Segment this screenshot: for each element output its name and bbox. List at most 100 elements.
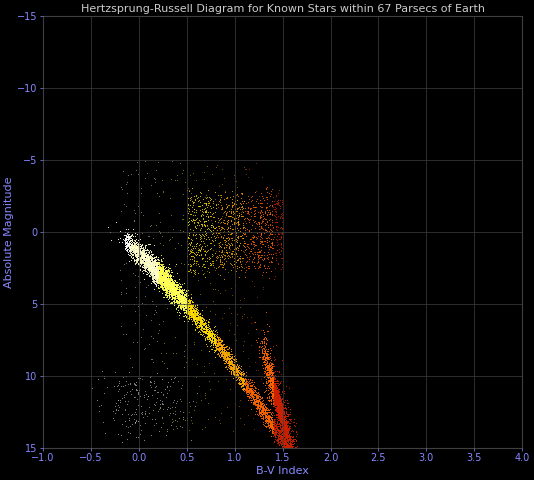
Point <box>144 261 153 269</box>
Point <box>284 441 293 448</box>
Point <box>273 405 281 412</box>
Point <box>187 242 196 250</box>
Point <box>143 252 151 259</box>
Point <box>268 422 276 430</box>
Point <box>131 244 140 252</box>
Point <box>152 274 161 281</box>
Point <box>235 364 244 372</box>
Point <box>134 256 143 264</box>
Point <box>264 322 273 330</box>
Point <box>183 298 191 306</box>
Point <box>247 233 256 241</box>
Point <box>262 362 271 370</box>
Point <box>195 312 204 320</box>
Point <box>282 443 290 450</box>
Point <box>154 269 163 277</box>
Point <box>174 294 182 301</box>
Point <box>214 347 223 355</box>
Point <box>218 344 226 352</box>
Point <box>269 374 278 382</box>
Point <box>156 266 164 274</box>
Point <box>161 273 169 280</box>
Point <box>270 384 279 392</box>
Point <box>163 281 172 289</box>
Point <box>283 434 292 442</box>
Point <box>181 312 190 319</box>
Point <box>260 335 268 342</box>
Point <box>154 263 163 271</box>
Point <box>167 279 176 287</box>
Point <box>272 192 280 200</box>
Point <box>147 262 156 270</box>
Point <box>258 345 266 353</box>
Point <box>159 271 168 278</box>
Point <box>186 417 195 424</box>
Point <box>181 312 190 319</box>
Point <box>167 279 175 287</box>
Point <box>183 221 192 229</box>
Point <box>180 294 189 302</box>
Point <box>207 195 215 203</box>
Point <box>271 385 279 393</box>
Point <box>131 240 139 248</box>
Point <box>126 238 135 245</box>
Point <box>282 433 290 441</box>
Point <box>158 273 167 280</box>
Point <box>236 375 245 383</box>
Point <box>214 346 223 354</box>
Point <box>189 315 198 323</box>
Point <box>117 322 125 329</box>
Point <box>213 336 222 343</box>
Point <box>247 197 255 205</box>
Point <box>226 260 235 268</box>
Point <box>111 402 119 410</box>
Point <box>168 285 176 292</box>
Point <box>229 362 238 370</box>
Point <box>211 332 220 340</box>
Point <box>239 381 247 388</box>
Point <box>286 450 295 458</box>
Point <box>141 260 150 267</box>
Point <box>270 386 279 394</box>
Point <box>280 427 289 435</box>
Point <box>246 382 255 390</box>
Point <box>176 304 184 312</box>
Point <box>265 380 273 388</box>
Point <box>168 284 177 292</box>
Point <box>271 391 279 399</box>
Point <box>141 420 150 427</box>
Point <box>147 269 155 277</box>
Point <box>159 272 168 279</box>
Point <box>229 247 237 254</box>
Point <box>266 399 275 407</box>
Point <box>159 264 167 272</box>
Point <box>240 239 249 247</box>
Point <box>227 369 235 376</box>
Point <box>266 421 275 429</box>
Point <box>281 440 290 447</box>
Point <box>156 228 164 236</box>
Point <box>148 265 157 273</box>
Point <box>250 241 259 249</box>
Point <box>200 328 209 336</box>
Point <box>274 403 282 411</box>
Point <box>270 394 279 402</box>
Point <box>150 267 159 275</box>
Point <box>133 247 142 254</box>
Point <box>290 415 299 422</box>
Point <box>277 398 285 406</box>
Point <box>161 280 169 288</box>
Point <box>121 422 130 430</box>
Point <box>152 271 160 279</box>
Point <box>164 281 172 288</box>
Point <box>154 255 162 263</box>
Point <box>268 416 276 423</box>
Point <box>223 365 231 372</box>
Point <box>224 216 232 224</box>
Point <box>198 266 206 274</box>
Point <box>186 297 194 305</box>
Point <box>159 267 167 275</box>
Point <box>159 276 168 284</box>
Point <box>171 292 179 300</box>
Point <box>282 438 290 445</box>
